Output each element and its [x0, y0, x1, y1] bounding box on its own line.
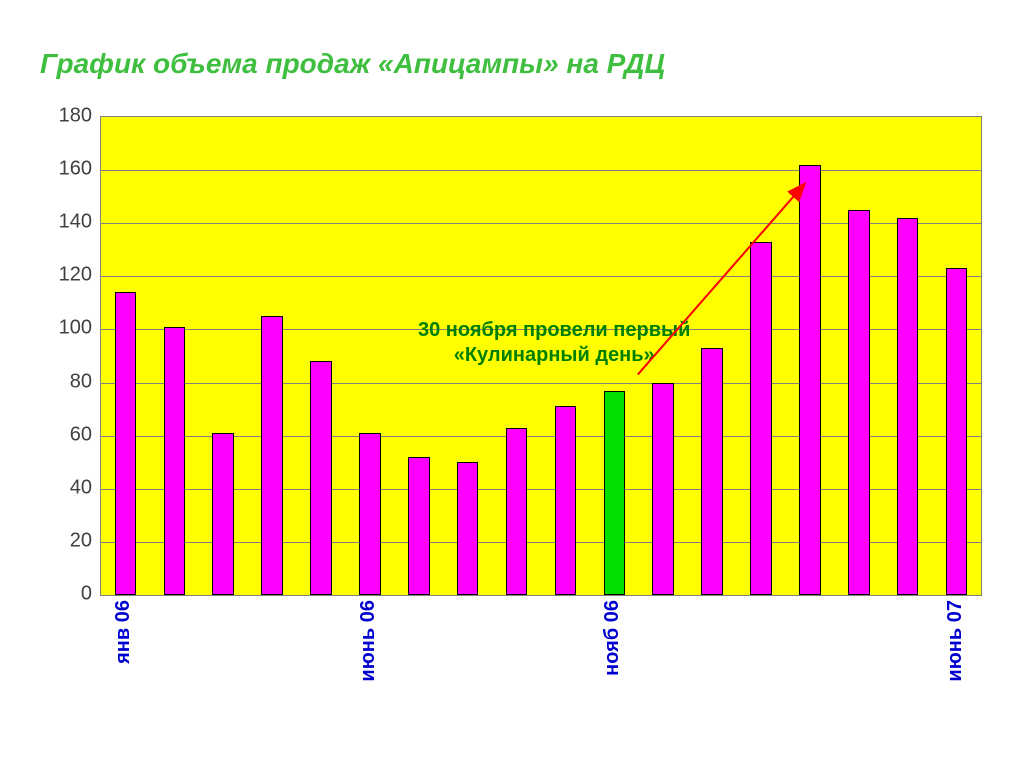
- bar: [115, 292, 137, 595]
- x-tick-label: янв 06: [112, 600, 135, 664]
- y-tick-label: 140: [59, 211, 92, 234]
- bar: [261, 316, 283, 595]
- bar: [212, 433, 234, 595]
- y-tick-label: 20: [70, 529, 92, 552]
- y-tick-label: 180: [59, 105, 92, 128]
- sales-bar-chart: 020406080100120140160180 30 ноября прове…: [40, 116, 984, 716]
- annotation-line1: 30 ноября провели первый: [418, 318, 690, 343]
- y-tick-label: 80: [70, 370, 92, 393]
- bar: [555, 406, 577, 595]
- x-tick-label: июнь 06: [357, 600, 380, 682]
- bar: [946, 268, 968, 595]
- x-axis-labels: янв 06 июнь 06 нояб 06 июнь 07: [100, 600, 982, 716]
- chart-title: График объема продаж «Апицампы» на РДЦ: [40, 48, 665, 80]
- bar: [799, 165, 821, 595]
- bar: [164, 327, 186, 595]
- bar: [848, 210, 870, 595]
- bar: [310, 361, 332, 595]
- bar: [604, 391, 626, 595]
- y-tick-label: 100: [59, 317, 92, 340]
- bar: [897, 218, 919, 595]
- plot-area: 30 ноября провели первый «Кулинарный ден…: [100, 116, 982, 596]
- bar: [457, 462, 479, 595]
- bar: [701, 348, 723, 595]
- y-tick-label: 120: [59, 264, 92, 287]
- bar: [359, 433, 381, 595]
- y-tick-label: 60: [70, 423, 92, 446]
- y-axis: 020406080100120140160180: [40, 116, 98, 596]
- x-tick-label: июнь 07: [944, 600, 967, 682]
- bar: [506, 428, 528, 595]
- bar: [408, 457, 430, 595]
- x-tick-label: нояб 06: [601, 600, 624, 676]
- y-tick-label: 0: [81, 583, 92, 606]
- annotation-text: 30 ноября провели первый «Кулинарный ден…: [418, 318, 690, 368]
- bar: [652, 383, 674, 595]
- annotation-line2: «Кулинарный день»: [418, 343, 690, 368]
- y-tick-label: 40: [70, 476, 92, 499]
- bar: [750, 242, 772, 595]
- y-tick-label: 160: [59, 158, 92, 181]
